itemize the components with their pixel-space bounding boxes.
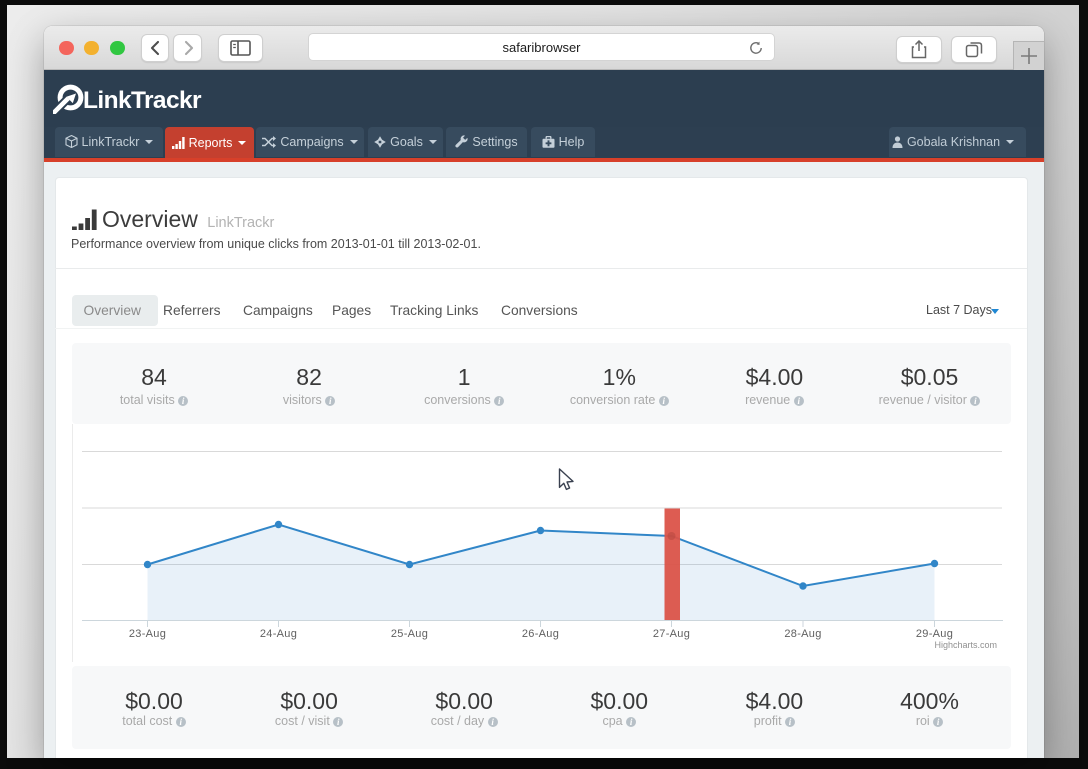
- svg-text:23-Aug: 23-Aug: [129, 628, 166, 640]
- svg-text:Highcharts.com: Highcharts.com: [934, 640, 997, 650]
- svg-text:28-Aug: 28-Aug: [784, 628, 821, 640]
- svg-text:29-Aug: 29-Aug: [916, 628, 953, 640]
- svg-text:25-Aug: 25-Aug: [391, 628, 428, 640]
- svg-text:24-Aug: 24-Aug: [260, 628, 297, 640]
- svg-text:27-Aug: 27-Aug: [653, 628, 690, 640]
- svg-text:26-Aug: 26-Aug: [522, 628, 559, 640]
